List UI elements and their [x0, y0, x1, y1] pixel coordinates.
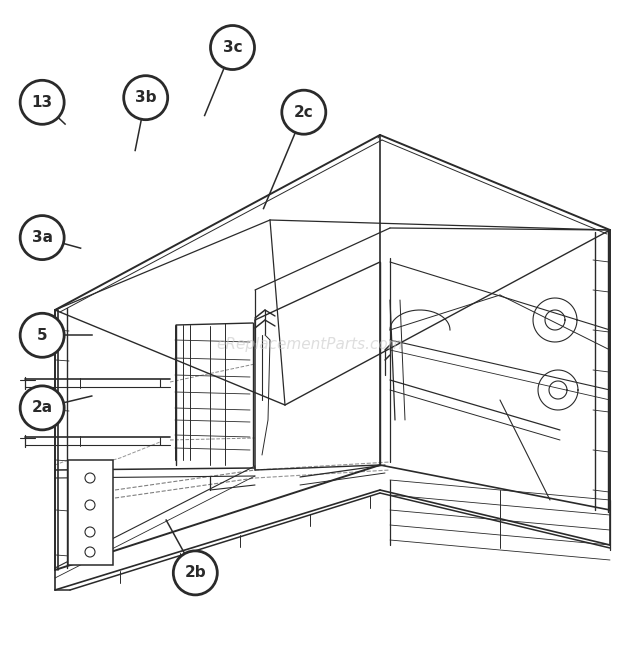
- Text: 5: 5: [37, 328, 48, 343]
- Text: 3c: 3c: [223, 40, 242, 55]
- Circle shape: [282, 90, 326, 134]
- Circle shape: [124, 76, 167, 119]
- Text: 3b: 3b: [135, 90, 156, 105]
- Bar: [68, 460, 113, 565]
- Circle shape: [211, 26, 254, 69]
- Circle shape: [20, 81, 64, 124]
- Circle shape: [85, 547, 95, 557]
- Text: 3a: 3a: [32, 230, 53, 245]
- Text: 2b: 2b: [185, 566, 206, 580]
- Text: 2a: 2a: [32, 401, 53, 415]
- Circle shape: [85, 527, 95, 537]
- Circle shape: [85, 500, 95, 510]
- Circle shape: [85, 473, 95, 483]
- Circle shape: [20, 216, 64, 259]
- Circle shape: [20, 386, 64, 430]
- Text: 2c: 2c: [294, 105, 314, 119]
- Circle shape: [20, 314, 64, 357]
- Text: eReplacementParts.com: eReplacementParts.com: [216, 337, 404, 352]
- Text: 13: 13: [32, 95, 53, 110]
- Circle shape: [174, 551, 217, 595]
